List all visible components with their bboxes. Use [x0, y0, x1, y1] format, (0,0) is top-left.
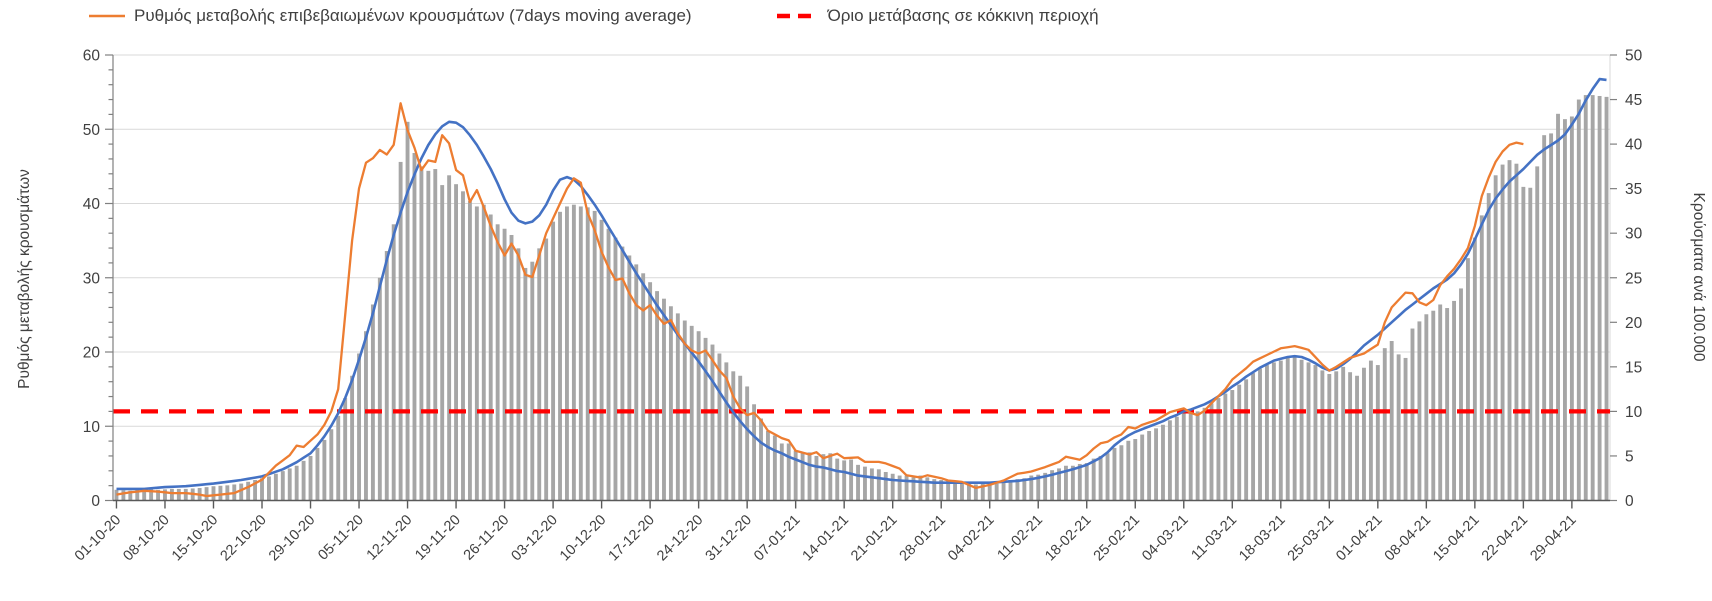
svg-text:22-04-21: 22-04-21	[1479, 512, 1531, 564]
legend-item-moving-average: Ρυθμός μεταβολής επιβεβαιωμένων κρουσμάτ…	[88, 6, 692, 26]
svg-text:30: 30	[83, 270, 101, 287]
svg-text:40: 40	[1625, 137, 1643, 154]
svg-text:60: 60	[83, 48, 101, 65]
svg-text:25: 25	[1625, 270, 1642, 287]
svg-text:14-01-21: 14-01-21	[800, 512, 852, 564]
moving-average-line-icon	[89, 14, 125, 18]
svg-text:50: 50	[1625, 48, 1643, 65]
svg-text:20: 20	[1625, 315, 1643, 332]
legend-label-red-threshold: Όριο μετάβασης σε κόκκινη περιοχή	[827, 6, 1099, 25]
svg-text:30: 30	[1625, 226, 1643, 243]
legend-item-red-threshold: Όριο μετάβασης σε κόκκινη περιοχή	[776, 6, 1099, 26]
svg-text:18-03-21: 18-03-21	[1236, 512, 1288, 564]
svg-text:10-12-20: 10-12-20	[557, 512, 609, 564]
svg-text:15-10-20: 15-10-20	[169, 512, 221, 564]
svg-text:10: 10	[1625, 404, 1643, 421]
svg-text:29-04-21: 29-04-21	[1527, 512, 1579, 564]
svg-text:31-12-20: 31-12-20	[703, 512, 755, 564]
svg-text:04-02-21: 04-02-21	[945, 512, 997, 564]
svg-text:0: 0	[1625, 493, 1634, 510]
svg-text:20: 20	[83, 345, 101, 362]
svg-text:12-11-20: 12-11-20	[364, 512, 416, 564]
svg-text:24-12-20: 24-12-20	[654, 512, 706, 564]
svg-text:15-04-21: 15-04-21	[1430, 512, 1482, 564]
svg-text:26-11-20: 26-11-20	[461, 512, 513, 564]
svg-text:11-02-21: 11-02-21	[994, 512, 1046, 564]
svg-text:04-03-21: 04-03-21	[1139, 512, 1191, 564]
svg-text:15: 15	[1625, 359, 1642, 376]
svg-text:22-10-20: 22-10-20	[217, 512, 269, 564]
svg-text:08-10-20: 08-10-20	[120, 512, 172, 564]
svg-text:01-04-21: 01-04-21	[1333, 512, 1385, 564]
legend: Ρυθμός μεταβολής επιβεβαιωμένων κρουσμάτ…	[88, 6, 1099, 26]
svg-text:29-10-20: 29-10-20	[266, 512, 318, 564]
svg-text:45: 45	[1625, 92, 1642, 109]
svg-text:08-04-21: 08-04-21	[1382, 512, 1434, 564]
svg-text:10: 10	[83, 419, 101, 436]
svg-text:50: 50	[83, 122, 101, 139]
svg-text:18-02-21: 18-02-21	[1042, 512, 1094, 564]
svg-text:11-03-21: 11-03-21	[1189, 512, 1241, 564]
svg-text:01-10-20: 01-10-20	[72, 512, 124, 564]
svg-text:19-11-20: 19-11-20	[412, 512, 464, 564]
svg-text:07-01-21: 07-01-21	[751, 512, 803, 564]
svg-text:28-01-21: 28-01-21	[897, 512, 949, 564]
svg-text:40: 40	[83, 196, 101, 213]
svg-text:05-11-20: 05-11-20	[315, 512, 367, 564]
svg-text:0: 0	[91, 493, 100, 510]
threshold-dash-icon	[776, 13, 819, 19]
svg-text:21-01-21: 21-01-21	[848, 512, 900, 564]
svg-text:5: 5	[1625, 448, 1634, 465]
svg-text:35: 35	[1625, 181, 1642, 198]
svg-text:25-02-21: 25-02-21	[1091, 512, 1143, 564]
legend-label-moving-average: Ρυθμός μεταβολής επιβεβαιωμένων κρουσμάτ…	[134, 6, 692, 25]
svg-text:25-03-21: 25-03-21	[1285, 512, 1337, 564]
svg-text:03-12-20: 03-12-20	[509, 512, 561, 564]
svg-text:17-12-20: 17-12-20	[606, 512, 658, 564]
